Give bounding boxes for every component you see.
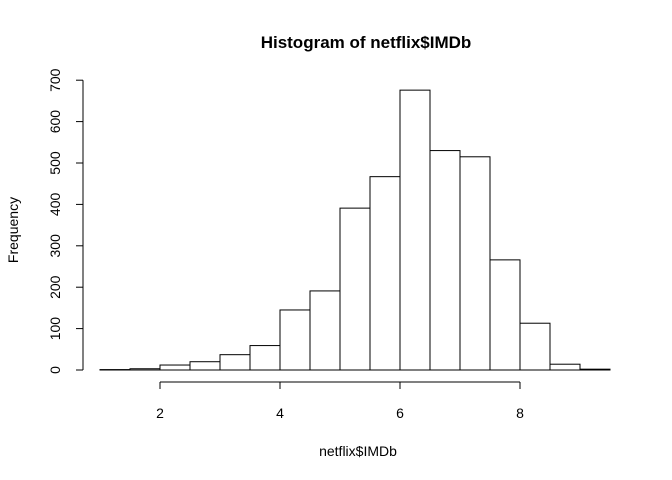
y-tick-label: 600 (47, 110, 63, 134)
histogram-bar (279, 309, 311, 371)
y-tick-label: 100 (47, 317, 63, 341)
histogram-bar (219, 354, 251, 371)
x-tick-label: 8 (516, 405, 524, 421)
x-axis-label: netflix$IMDb (319, 443, 397, 459)
y-tick-label: 700 (47, 68, 63, 92)
histogram-bar (399, 89, 431, 371)
histogram-bar (519, 322, 551, 371)
x-tick-label: 4 (276, 405, 284, 421)
chart-title: Histogram of netflix$IMDb (261, 33, 472, 52)
y-tick-label: 400 (47, 193, 63, 217)
y-axis-label: Frequency (5, 197, 21, 263)
histogram-bar (369, 176, 401, 371)
histogram-bar (429, 150, 461, 371)
y-tick-label: 200 (47, 275, 63, 299)
x-tick-label: 6 (396, 405, 404, 421)
histogram-bar (489, 259, 521, 371)
histogram-bar (189, 361, 221, 371)
histogram-bar (309, 290, 341, 371)
bars-group (99, 89, 611, 371)
x-tick-label: 2 (156, 405, 164, 421)
histogram-bar (549, 363, 581, 371)
y-tick-label: 0 (47, 366, 63, 374)
histogram-bar (249, 345, 281, 371)
y-tick-label: 500 (47, 151, 63, 175)
y-axis: 0 100 200 300 400 500 600 700 (47, 68, 84, 374)
histogram-bar (159, 364, 191, 371)
histogram-bar (579, 368, 611, 371)
histogram-bar (459, 156, 491, 371)
y-tick-label: 300 (47, 234, 63, 258)
histogram-bar (339, 207, 371, 371)
x-axis: 2 4 6 8 (156, 381, 524, 421)
histogram-bar (129, 368, 161, 371)
